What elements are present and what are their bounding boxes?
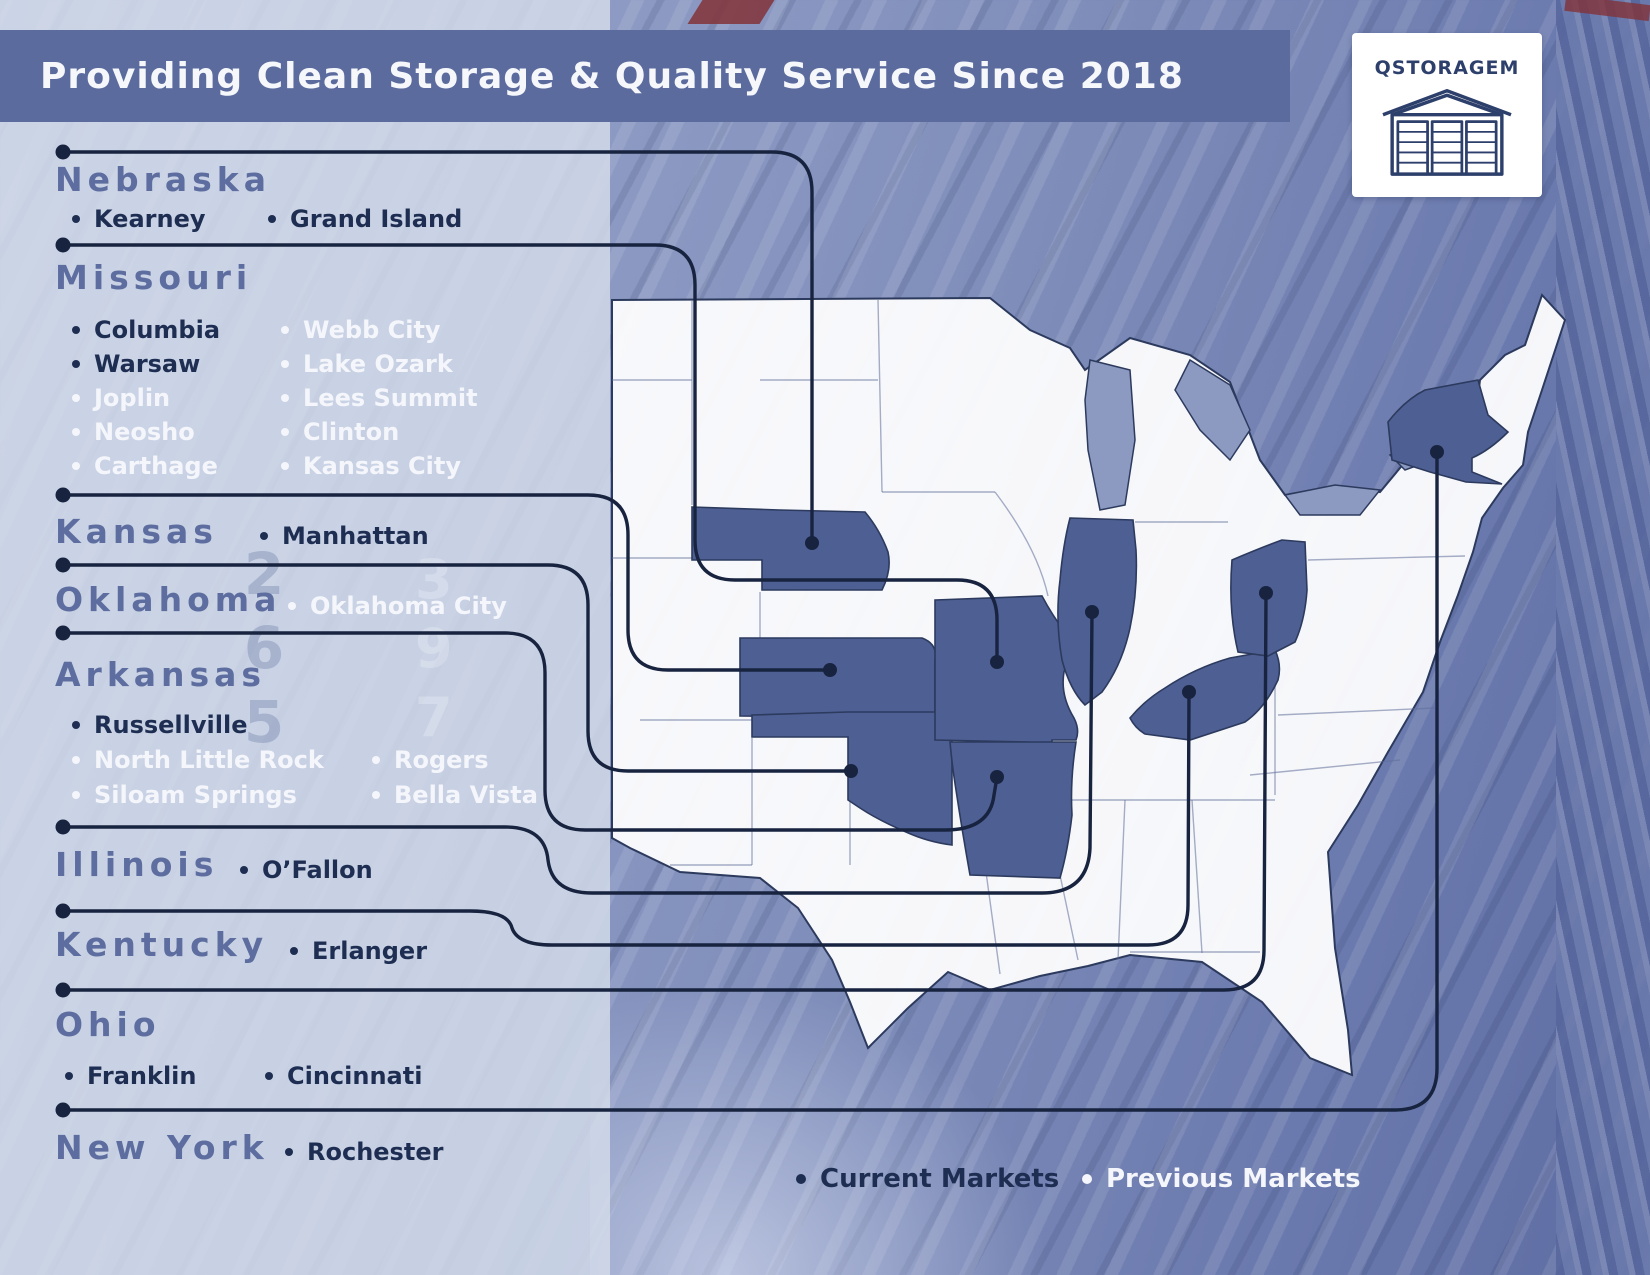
background-stripe-band xyxy=(1556,0,1650,1275)
state-heading-kansas: Kansas xyxy=(55,512,218,551)
city-columbia: Columbia xyxy=(72,316,220,344)
state-heading-missouri: Missouri xyxy=(55,258,253,297)
state-heading-kentucky: Kentucky xyxy=(55,925,269,964)
city-franklin: Franklin xyxy=(65,1062,196,1090)
city-oklahoma-city: Oklahoma City xyxy=(288,592,507,620)
legend-current-markets: Current Markets xyxy=(796,1164,1059,1194)
city-siloam-springs: Siloam Springs xyxy=(72,781,297,809)
legend-previous-markets: Previous Markets xyxy=(1082,1164,1361,1194)
city-joplin: Joplin xyxy=(72,384,170,412)
bullet-icon xyxy=(72,215,80,223)
bullet-icon xyxy=(72,326,80,334)
state-ohio xyxy=(1230,539,1308,657)
header: Providing Clean Storage & Quality Servic… xyxy=(0,30,1290,122)
state-missouri xyxy=(934,595,1079,766)
bullet-icon xyxy=(290,947,298,955)
current-marker-icon xyxy=(796,1174,806,1184)
city-bella-vista: Bella Vista xyxy=(372,781,538,809)
bullet-icon xyxy=(72,756,80,764)
bullet-icon xyxy=(285,1148,293,1156)
city-clinton: Clinton xyxy=(281,418,399,446)
bullet-icon xyxy=(72,721,80,729)
city-lees-summit: Lees Summit xyxy=(281,384,478,412)
bullet-icon xyxy=(281,326,289,334)
bullet-icon xyxy=(72,462,80,470)
bullet-icon xyxy=(260,532,268,540)
city-warsaw: Warsaw xyxy=(72,350,200,378)
state-heading-ohio: Ohio xyxy=(55,1005,161,1044)
bullet-icon xyxy=(372,791,380,799)
bullet-icon xyxy=(240,866,248,874)
city-cincinnati: Cincinnati xyxy=(265,1062,422,1090)
bullet-icon xyxy=(268,215,276,223)
city-manhattan: Manhattan xyxy=(260,522,429,550)
brand-name: QSTORAGEM xyxy=(1374,57,1520,79)
bullet-icon xyxy=(72,394,80,402)
city-ofallon: O’Fallon xyxy=(240,856,373,884)
state-heading-oklahoma: Oklahoma xyxy=(55,580,282,619)
state-heading-nebraska: Nebraska xyxy=(55,160,272,199)
city-russellville: Russellville xyxy=(72,711,247,739)
city-erlanger: Erlanger xyxy=(290,937,427,965)
state-heading-arkansas: Arkansas xyxy=(55,655,267,694)
bullet-icon xyxy=(72,428,80,436)
state-list: Nebraska Kearney Grand Island Missouri C… xyxy=(0,0,610,1275)
state-heading-new-york: New York xyxy=(55,1128,269,1167)
bullet-icon xyxy=(72,791,80,799)
bullet-icon xyxy=(281,360,289,368)
pipe-accent xyxy=(687,0,775,24)
city-kearney: Kearney xyxy=(72,205,206,233)
bullet-icon xyxy=(281,394,289,402)
city-carthage: Carthage xyxy=(72,452,218,480)
city-webb-city: Webb City xyxy=(281,316,441,344)
page-title: Providing Clean Storage & Quality Servic… xyxy=(40,55,1184,97)
state-arkansas xyxy=(949,741,1077,879)
city-rogers: Rogers xyxy=(372,746,489,774)
bullet-icon xyxy=(265,1072,273,1080)
bullet-icon xyxy=(281,462,289,470)
city-rochester: Rochester xyxy=(285,1138,443,1166)
bullet-icon xyxy=(372,756,380,764)
storage-unit-icon xyxy=(1382,89,1512,176)
bullet-icon xyxy=(281,428,289,436)
city-lake-ozark: Lake Ozark xyxy=(281,350,453,378)
previous-marker-icon xyxy=(1082,1174,1092,1184)
state-heading-illinois: Illinois xyxy=(55,845,219,884)
city-north-little-rock: North Little Rock xyxy=(72,746,324,774)
city-kansas-city: Kansas City xyxy=(281,452,461,480)
city-grand-island: Grand Island xyxy=(268,205,462,233)
state-kansas xyxy=(739,637,937,719)
bullet-icon xyxy=(288,602,296,610)
city-neosho: Neosho xyxy=(72,418,195,446)
bullet-icon xyxy=(72,360,80,368)
brand-logo: QSTORAGEM xyxy=(1352,33,1542,197)
bullet-icon xyxy=(65,1072,73,1080)
